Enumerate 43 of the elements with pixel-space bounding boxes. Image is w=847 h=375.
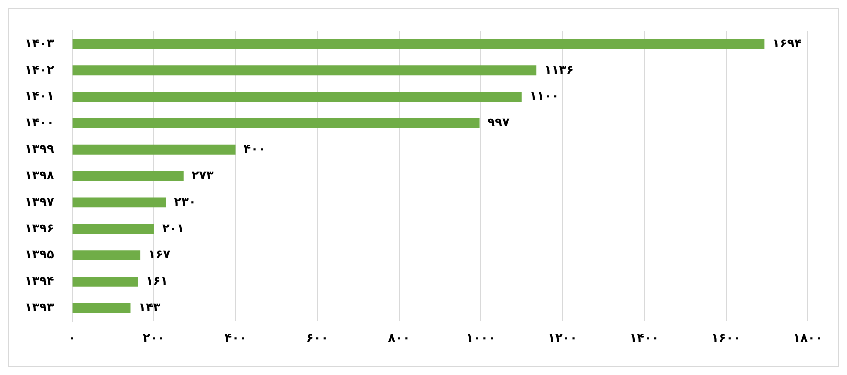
bar xyxy=(72,303,131,314)
bar xyxy=(72,66,537,76)
bar xyxy=(72,118,480,128)
y-tick-label: ۱۳۹۶ xyxy=(25,221,54,236)
data-label: ۱۱۳۶ xyxy=(544,62,574,77)
y-tick-label: ۱۳۹۵ xyxy=(25,248,54,262)
data-label: ۹۹۷ xyxy=(488,116,510,130)
x-tick-label: ۶۰۰ xyxy=(306,330,329,345)
data-label: ۱۱۰۰ xyxy=(530,89,560,104)
y-tick-label: ۱۳۹۷ xyxy=(25,194,55,209)
x-tick-label: ۱۰۰۰ xyxy=(466,330,496,345)
bar xyxy=(72,144,236,155)
x-tick-label: ۱۲۰۰ xyxy=(548,330,578,345)
bar xyxy=(72,92,522,102)
bar xyxy=(72,277,138,287)
bar xyxy=(72,39,765,50)
y-tick-label: ۱۳۹۴ xyxy=(25,274,54,288)
y-tick-label: ۱۴۰۰ xyxy=(25,116,54,130)
x-tick-label: ۱۸۰۰ xyxy=(793,330,823,345)
data-label: ۲۰۱ xyxy=(162,221,184,236)
data-label: ۲۳۰ xyxy=(174,194,196,209)
x-tick-label: ۱۶۰۰ xyxy=(712,330,741,345)
data-label: ۱۶۱ xyxy=(146,274,168,288)
data-label: ۴۰۰ xyxy=(244,142,266,156)
y-tick-label: ۱۴۰۲ xyxy=(25,62,55,77)
data-label: ۱۶۷ xyxy=(148,248,172,262)
y-tick-label: ۱۳۹۸ xyxy=(25,168,55,182)
x-tick-label: ۲۰۰ xyxy=(143,330,166,345)
bar xyxy=(72,224,154,234)
y-tick-label: ۱۴۰۱ xyxy=(25,89,54,104)
bar xyxy=(72,198,166,208)
y-tick-label: ۱۴۰۳ xyxy=(25,36,55,50)
y-tick-label: ۱۳۹۳ xyxy=(25,300,55,315)
x-tick-label: ۰ xyxy=(68,330,76,345)
x-tick-label: ۸۰۰ xyxy=(388,330,410,345)
bar xyxy=(72,250,141,261)
x-tick-label: ۱۴۰۰ xyxy=(630,330,660,345)
bar xyxy=(72,171,184,182)
data-label: ۱۴۳ xyxy=(138,300,162,315)
data-label: ۲۷۳ xyxy=(192,168,215,182)
y-tick-label: ۱۳۹۹ xyxy=(25,142,55,156)
x-tick-label: ۴۰۰ xyxy=(224,330,247,345)
data-label: ۱۶۹۴ xyxy=(772,36,802,50)
